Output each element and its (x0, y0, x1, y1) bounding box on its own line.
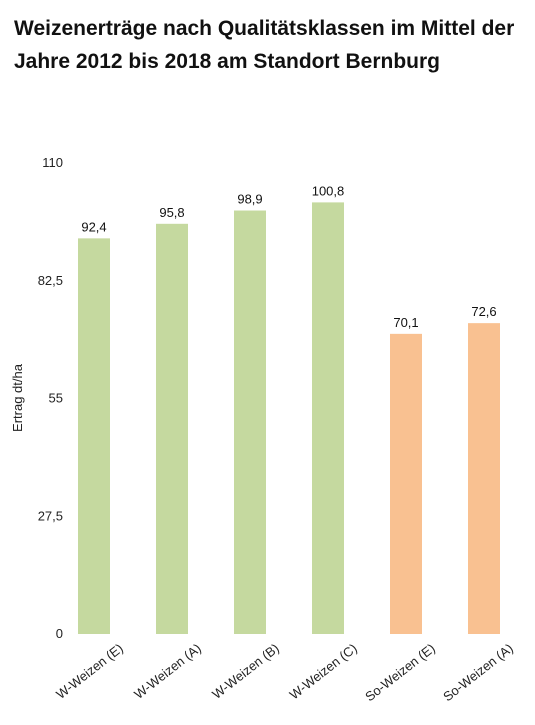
data-label: 95,8 (159, 205, 184, 220)
y-tick-label: 27,5 (38, 508, 63, 523)
y-tick-label: 82,5 (38, 273, 63, 288)
y-axis-label: Ertrag dt/ha (10, 363, 25, 432)
data-label: 92,4 (81, 219, 106, 234)
chart-title: Weizenerträge nach Qualitätsklassen im M… (14, 17, 515, 73)
x-tick-label: So-Weizen (E) (362, 641, 438, 705)
bars: 92,4 95,8 98,9 100,8 70,1 72,6 (78, 183, 500, 635)
data-label: 70,1 (393, 315, 418, 330)
x-tick-label: W-Weizen (E) (53, 641, 126, 702)
y-axis: 0 27,5 55 82,5 110 (38, 155, 63, 641)
y-tick-label: 55 (49, 391, 63, 406)
y-tick-label: 110 (42, 155, 63, 170)
bar (468, 323, 500, 634)
x-tick-label: W-Weizen (A) (131, 641, 204, 702)
data-label: 98,9 (237, 192, 262, 207)
data-label: 72,6 (471, 304, 496, 319)
bar (312, 202, 344, 634)
x-tick-label: W-Weizen (C) (287, 641, 360, 703)
x-tick-label: W-Weizen (B) (209, 641, 282, 702)
data-label: 100,8 (312, 183, 345, 198)
bar (234, 210, 266, 634)
x-tick-label: So-Weizen (A) (440, 641, 516, 705)
y-tick-label: 0 (56, 626, 63, 641)
bar (156, 223, 188, 634)
bar (78, 238, 110, 635)
x-axis: W-Weizen (E) W-Weizen (A) W-Weizen (B) W-We… (53, 641, 516, 705)
bar (390, 333, 422, 634)
